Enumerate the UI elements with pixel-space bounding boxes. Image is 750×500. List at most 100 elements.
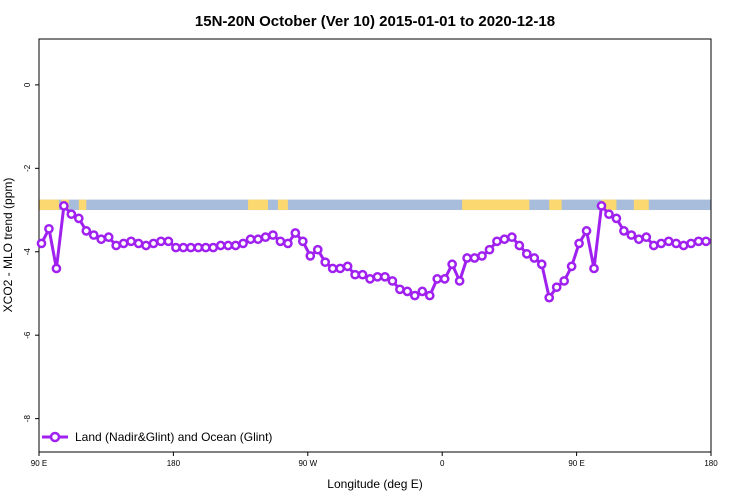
data-point	[484, 244, 495, 255]
data-point	[208, 242, 219, 253]
data-point	[529, 253, 540, 263]
land-segment	[39, 199, 59, 211]
x-tick-label: 180	[167, 459, 181, 468]
data-point	[44, 223, 54, 234]
data-point	[611, 213, 622, 224]
data-point	[312, 244, 323, 255]
data-point	[96, 234, 107, 245]
land-segment	[601, 199, 617, 211]
data-point	[671, 238, 682, 249]
data-point	[693, 236, 704, 247]
data-point	[305, 251, 316, 261]
data-point	[477, 251, 487, 261]
data-point	[148, 238, 159, 249]
data-point	[238, 238, 248, 249]
data-point	[521, 248, 532, 259]
x-tick-label: 180	[704, 459, 718, 468]
data-point	[417, 286, 428, 297]
data-point	[268, 230, 278, 240]
data-point	[335, 263, 346, 274]
data-point	[320, 257, 331, 268]
data-point	[439, 274, 450, 284]
ocean-band	[39, 199, 711, 211]
y-tick-label: -4	[23, 248, 32, 256]
data-point	[402, 286, 413, 297]
data-point	[387, 276, 398, 286]
data-point	[365, 274, 375, 284]
x-tick-label: 90 E	[568, 459, 584, 468]
data-point	[626, 230, 637, 240]
data-point	[462, 253, 472, 263]
data-point	[283, 238, 293, 249]
land-segment	[549, 199, 562, 211]
data-point	[701, 236, 711, 247]
data-point	[163, 236, 174, 247]
data-point	[133, 238, 144, 249]
data-point	[111, 240, 122, 251]
data-point	[223, 240, 234, 251]
y-tick-label: -6	[23, 331, 32, 339]
data-point	[275, 236, 286, 247]
x-tick-label: 90 W	[298, 459, 317, 468]
y-axis: 0 -2 -4 -6 -8	[23, 82, 39, 422]
data-point	[686, 238, 696, 249]
series-line	[40, 204, 706, 300]
data-point	[648, 240, 659, 251]
data-point	[395, 284, 405, 295]
data-point	[66, 209, 77, 220]
data-point	[36, 238, 47, 249]
data-point	[574, 238, 584, 249]
data-point	[499, 234, 510, 245]
data-point	[663, 236, 674, 247]
data-point	[200, 242, 211, 253]
land-ocean-strip	[39, 199, 711, 211]
data-point	[678, 240, 689, 251]
data-point	[633, 234, 644, 245]
data-point	[581, 226, 592, 236]
x-tick-label: 0	[440, 459, 445, 468]
legend-label: Land (Nadir&Glint) and Ocean (Glint)	[75, 430, 272, 444]
data-point	[342, 261, 353, 272]
land-segment	[633, 199, 649, 211]
data-point	[641, 232, 652, 243]
data-point	[656, 238, 667, 249]
data-point	[73, 213, 84, 224]
data-point	[432, 274, 443, 284]
data-point	[589, 263, 599, 274]
data-point	[126, 236, 136, 247]
data-point	[253, 234, 263, 245]
data-point	[566, 261, 577, 272]
data-point	[156, 236, 166, 247]
data-point	[260, 232, 271, 243]
data-point	[357, 269, 368, 280]
data-point	[469, 253, 480, 263]
data-point	[59, 201, 69, 211]
data-point	[51, 263, 62, 274]
y-axis-label: XCO2 - MLO trend (ppm)	[1, 178, 15, 313]
x-tick-label: 90 E	[31, 459, 47, 468]
data-point	[454, 276, 465, 286]
data-point	[215, 240, 226, 251]
data-point	[536, 259, 547, 270]
data-point	[178, 242, 189, 253]
data-point	[372, 271, 383, 282]
data-point	[103, 232, 114, 243]
data-point	[604, 209, 614, 220]
data-point	[544, 292, 555, 303]
x-axis-label: Longitude (deg E)	[327, 477, 422, 491]
data-point	[193, 242, 204, 253]
data-point	[424, 290, 435, 301]
legend-marker	[49, 431, 61, 443]
land-segment	[462, 199, 530, 211]
data-point	[230, 240, 241, 251]
y-tick-label: 0	[23, 82, 32, 87]
data-point	[551, 282, 562, 293]
data-point	[619, 226, 629, 236]
data-point	[559, 276, 570, 286]
x-axis: 90 E 180 90 W 0 90 E 180	[31, 452, 718, 468]
land-segment	[277, 199, 288, 211]
data-point	[596, 201, 607, 211]
data-point	[118, 238, 129, 249]
data-point	[380, 271, 390, 282]
